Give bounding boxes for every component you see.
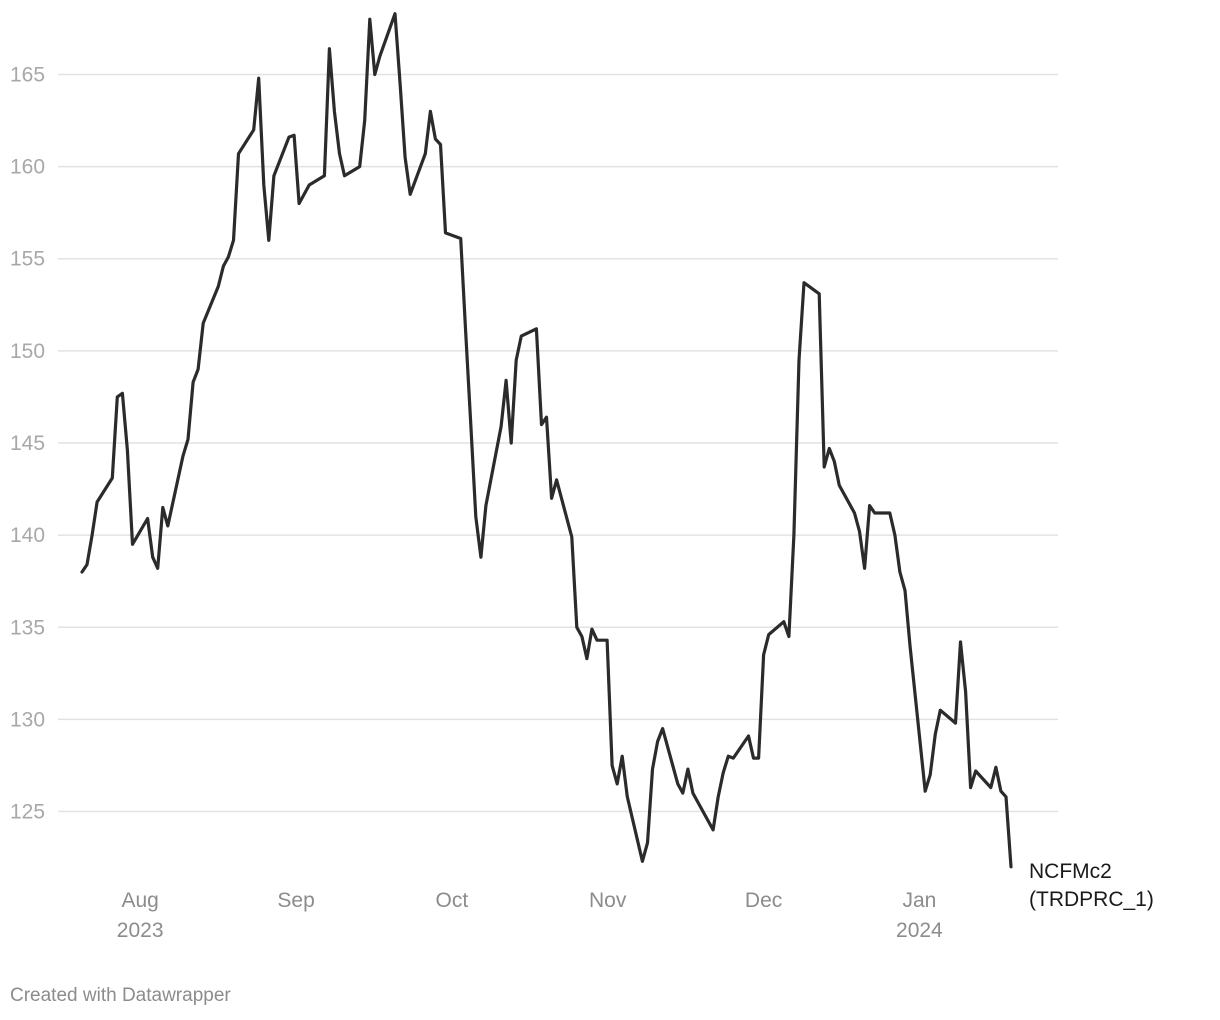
y-tick-label-150: 150 — [10, 340, 45, 363]
series-label-field: (TRDPRC_1) — [1029, 888, 1154, 911]
y-tick-label-145: 145 — [10, 432, 45, 455]
y-tick-label-125: 125 — [10, 801, 45, 824]
datawrapper-credit: Created with Datawrapper — [10, 985, 231, 1006]
x-tick-label-sep: Sep — [277, 889, 314, 912]
x-tick-sublabel-2024: 2024 — [896, 919, 943, 942]
x-tick-label-aug: Aug — [121, 889, 158, 912]
y-axis-tick-labels: 125 130 135 140 145 150 155 160 165 — [10, 63, 45, 823]
x-tick-label-jan: Jan — [902, 889, 936, 912]
x-tick-sublabel-2023: 2023 — [117, 919, 164, 942]
gridlines — [58, 73, 1058, 813]
x-tick-label-dec: Dec — [745, 889, 782, 912]
series-labels: NCFMc2 (TRDPRC_1) — [1029, 860, 1154, 911]
y-tick-label-155: 155 — [10, 248, 45, 271]
x-tick-label-nov: Nov — [589, 889, 627, 912]
series-layer — [80, 12, 1013, 869]
series-label-name: NCFMc2 — [1029, 860, 1112, 883]
y-tick-label-140: 140 — [10, 524, 45, 547]
y-tick-label-165: 165 — [10, 63, 45, 86]
y-tick-label-160: 160 — [10, 156, 45, 179]
y-tick-label-130: 130 — [10, 708, 45, 731]
y-tick-label-135: 135 — [10, 616, 45, 639]
x-axis-tick-labels: Aug 2023 Sep Oct Nov Dec Jan 2024 — [117, 889, 943, 942]
series-line-ncfmc2 — [80, 12, 1013, 869]
x-tick-label-oct: Oct — [436, 889, 469, 912]
